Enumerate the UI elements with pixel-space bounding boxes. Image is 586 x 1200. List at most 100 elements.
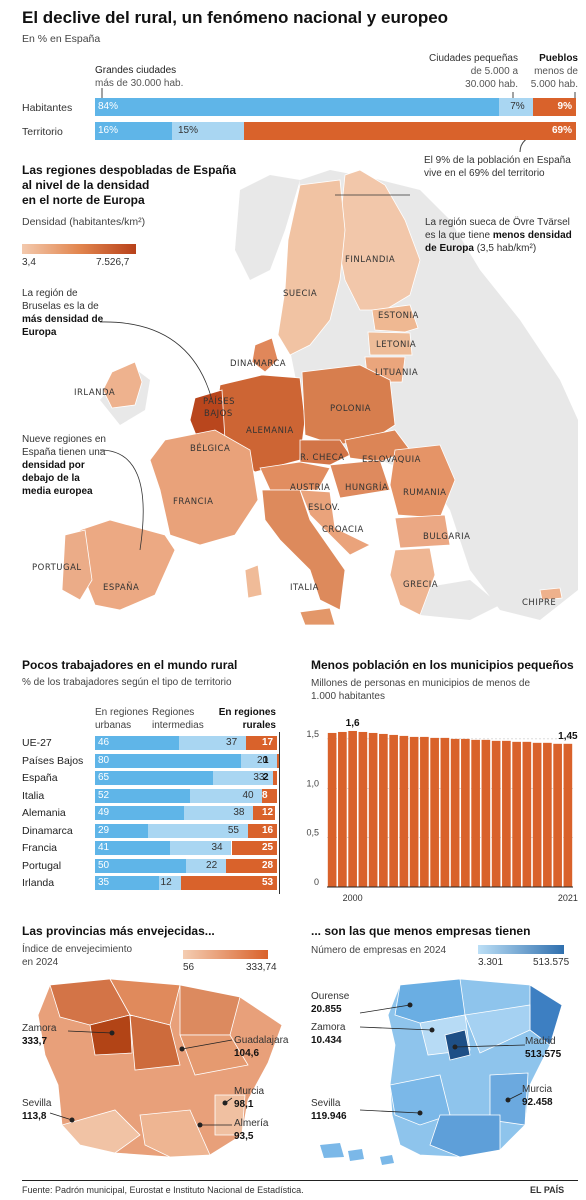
pop-bar <box>327 732 337 887</box>
note-spain-line1: Nueve regiones en <box>22 434 106 445</box>
pop-bar <box>379 733 388 887</box>
note-sweden-tail: (3,5 hab/km²) <box>476 243 537 254</box>
companies-zamora-name: Zamora <box>311 1022 346 1033</box>
top-bar-value: 16% <box>98 125 119 136</box>
pop-bar <box>420 736 429 887</box>
workers-row-label: Italia <box>22 789 45 802</box>
label-eslovaquia: ESLOVAQUIA <box>362 455 421 465</box>
aging-almeria-name: Almería <box>234 1118 269 1129</box>
workers-col-inter: Regiones intermedias <box>152 706 204 732</box>
aging-legend-max: 333,74 <box>246 962 277 973</box>
note-brussels-line3: más densidad de <box>22 313 103 326</box>
aging-label-almeria: Almería 93,5 <box>234 1117 268 1143</box>
workers-col-rural: En regiones rurales <box>218 706 276 732</box>
top-note-line2: vive en el 69% del territorio <box>424 168 545 179</box>
workers-bar-value: 20 <box>257 754 269 766</box>
workers-row-label: UE-27 <box>22 737 52 749</box>
note-brussels-line2: Bruselas es la de <box>22 301 99 312</box>
workers-subtitle: % de los trabajadores según el tipo de t… <box>22 677 232 688</box>
label-belgica: BÉLGICA <box>190 442 230 454</box>
top-bar-segment: 7% <box>499 98 533 116</box>
workers-bar-segment <box>95 753 241 768</box>
aging-murcia-name: Murcia <box>234 1086 265 1097</box>
companies-madrid-value: 513.575 <box>525 1049 562 1060</box>
aging-sevilla-name: Sevilla <box>22 1098 52 1109</box>
note-brussels-line4: Europa <box>22 326 103 339</box>
page-subtitle: En % en España <box>22 33 101 45</box>
note-brussels: La región de Bruselas es la de más densi… <box>22 287 103 339</box>
pop-bar <box>522 741 532 887</box>
companies-label-madrid: Madrid 513.575 <box>525 1035 561 1061</box>
pop-bar <box>409 736 419 887</box>
top-bar-value: 84% <box>98 101 119 112</box>
aging-guadalajara-value: 104,6 <box>234 1048 260 1059</box>
companies-subtitle: Número de empresas en 2024 <box>311 945 447 956</box>
workers-bar-value: 40 <box>242 789 254 801</box>
workers-col-inter-l1: Regiones <box>152 707 195 718</box>
workers-bar-value: 2 <box>263 772 269 783</box>
note-sweden: La región sueca de Övre Tvärsel es la qu… <box>425 216 572 255</box>
workers-bar-segment <box>95 736 179 750</box>
aging-almeria-value: 93,5 <box>234 1131 254 1142</box>
workers-bar-value: 52 <box>98 789 110 801</box>
workers-bar-value: 12 <box>262 807 274 818</box>
population-subtitle-l2: 1.000 habitantes <box>311 691 385 702</box>
label-croacia: CROACIA <box>322 525 364 535</box>
workers-bar-segment <box>178 736 247 750</box>
density-legend-min: 3,4 <box>22 257 36 268</box>
workers-bar-value: 53 <box>262 877 274 888</box>
companies-label-zamora: Zamora 10.434 <box>311 1021 345 1047</box>
workers-bar-value: 29 <box>98 824 110 836</box>
companies-murcia-name: Murcia <box>522 1084 553 1095</box>
workers-col-rural-l1: En regiones <box>218 707 276 718</box>
note-spain-line5: media europea <box>22 485 106 498</box>
workers-col-urban-l2: urbanas <box>95 720 132 731</box>
workers-row-label: Países Bajos <box>22 754 84 767</box>
label-eslov: ESLOV. <box>308 503 340 513</box>
workers-bar-value: 35 <box>98 877 110 888</box>
label-suecia: SUECIA <box>283 289 317 299</box>
label-hungria: HUNGRÍA <box>345 481 388 493</box>
workers-bar-value: 65 <box>98 772 110 783</box>
aging-label-murcia: Murcia 98,1 <box>234 1085 264 1111</box>
workers-bar-value: 25 <box>262 842 274 853</box>
workers-bar-value: 49 <box>98 807 110 818</box>
top-bar-segment: 84% <box>95 98 500 116</box>
workers-bar-segment <box>95 806 185 820</box>
aging-subtitle: Índice de envejecimiento en 2024 <box>22 943 132 969</box>
label-rcheca: R. CHECA <box>300 453 344 463</box>
pop-bar <box>502 740 511 887</box>
workers-bar-value: 50 <box>98 859 110 871</box>
workers-bar-value: 55 <box>227 824 239 836</box>
europe-density-map: FINLANDIA SUECIA ESTONIA LETONIA LITUANI… <box>32 169 578 626</box>
workers-row-label: España <box>22 772 58 784</box>
workers-row-label: Alemania <box>22 807 66 819</box>
workers-col-urban: En regiones urbanas <box>95 706 148 732</box>
top-bar-value: 9% <box>557 101 572 112</box>
note-brussels-bold2: Europa <box>22 327 57 338</box>
label-portugal: PORTUGAL <box>32 563 82 573</box>
col-large-line2: más de 30.000 hab. <box>95 78 184 89</box>
workers-bar-segment <box>213 771 274 785</box>
top-bar-segment: 15% <box>171 122 245 140</box>
aging-legend-gradient <box>183 950 268 959</box>
note-spain-line4: debajo de la <box>22 472 106 485</box>
companies-label-ourense: Ourense 20.855 <box>311 990 349 1016</box>
pop-ytick: 1,0 <box>306 778 319 788</box>
pop-bar <box>491 740 501 887</box>
note-spain-bold2: debajo de la <box>22 473 80 484</box>
population-bar-chart: 0 0,5 1,0 1,5 2000 2021 1,6 1,45 <box>306 718 578 903</box>
pop-bar <box>389 734 398 887</box>
workers-bar-segment <box>158 876 181 890</box>
spain-companies-map <box>320 978 563 1165</box>
pop-label-first: 1,6 <box>346 718 360 729</box>
workers-col-urban-l1: En regiones <box>95 707 149 718</box>
pop-bar <box>471 739 480 887</box>
companies-legend-max: 513.575 <box>533 957 570 968</box>
pop-bar <box>450 738 460 887</box>
note-spain: Nueve regiones en España tienen una dens… <box>22 433 106 498</box>
top-bar-segment: 69% <box>244 122 576 140</box>
workers-col-inter-l2: intermedias <box>152 720 204 731</box>
companies-legend-min: 3.301 <box>478 957 504 968</box>
label-bulgaria: BULGARIA <box>423 532 470 542</box>
